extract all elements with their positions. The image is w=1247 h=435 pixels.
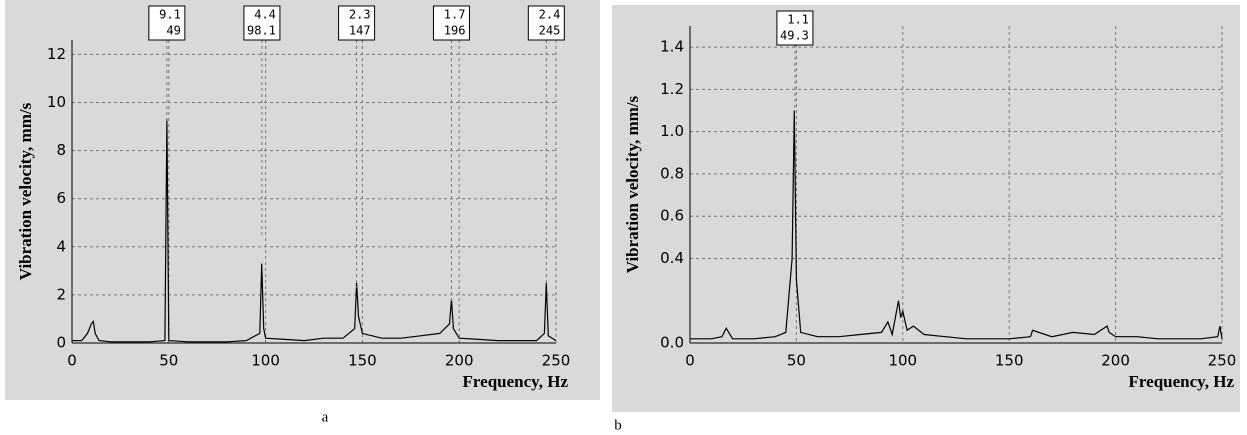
annotation-box bbox=[527, 5, 565, 41]
x-tick-label: 50 bbox=[787, 352, 806, 370]
y-tick-label: 6 bbox=[56, 189, 66, 207]
annotation-amplitude: 1.7 bbox=[444, 8, 466, 22]
annotation-amplitude: 9.1 bbox=[159, 8, 181, 22]
y-tick-label: 0.4 bbox=[660, 249, 684, 267]
y-tick-label: 10 bbox=[47, 93, 66, 111]
spectrum-line bbox=[690, 110, 1223, 340]
y-tick-label: 0.6 bbox=[660, 207, 684, 225]
annotation-frequency: 49 bbox=[166, 24, 180, 38]
x-tick-label: 150 bbox=[995, 352, 1024, 370]
annotation-amplitude: 4.4 bbox=[254, 8, 276, 22]
caption: a bbox=[322, 409, 329, 425]
x-tick-label: 250 bbox=[542, 352, 571, 370]
y-tick-label: 0.0 bbox=[660, 334, 684, 352]
y-tick-label: 1.2 bbox=[660, 80, 684, 98]
x-tick-label: 200 bbox=[1101, 352, 1130, 370]
annotation-amplitude: 2.4 bbox=[539, 8, 561, 22]
annotation-box bbox=[148, 5, 186, 41]
y-tick-label: 1.4 bbox=[660, 38, 684, 56]
annotation-amplitude: 1.1 bbox=[787, 13, 809, 27]
y-axis-label: Vibration velocity, mm/s bbox=[16, 102, 35, 280]
spectrum-line bbox=[72, 119, 557, 343]
x-tick-label: 100 bbox=[888, 352, 917, 370]
x-tick-label: 0 bbox=[685, 352, 695, 370]
x-tick-label: 200 bbox=[445, 352, 474, 370]
x-tick-label: 0 bbox=[67, 352, 77, 370]
y-axis-label: Vibration velocity, mm/s bbox=[623, 95, 642, 273]
annotation-box bbox=[338, 5, 376, 41]
chart-panel: 0.0 0.4 0.6 0.8 1.0 1.2 1.4 0 50 100 150 200 250 1.1 4… bbox=[612, 5, 1240, 433]
y-tick-label: 0 bbox=[56, 334, 66, 352]
annotation-frequency: 196 bbox=[444, 24, 466, 38]
annotation-frequency: 147 bbox=[349, 24, 371, 38]
panel-background bbox=[612, 5, 1240, 412]
caption: b bbox=[614, 417, 622, 433]
annotation-box bbox=[432, 5, 470, 41]
panel-background bbox=[5, 0, 600, 400]
annotation-frequency: 98.1 bbox=[247, 24, 276, 38]
y-tick-label: 1.0 bbox=[660, 122, 684, 140]
y-tick-label: 8 bbox=[56, 141, 66, 159]
annotation-frequency: 245 bbox=[539, 24, 561, 38]
y-tick-label: 4 bbox=[56, 237, 66, 255]
x-tick-label: 50 bbox=[159, 352, 178, 370]
chart-panel: 0 2 4 6 8 10 12 0 50 100 150 200 250 9.1 49 4.4 98.1 2.3 1… bbox=[5, 0, 600, 425]
x-tick-label: 150 bbox=[348, 352, 377, 370]
annotation-box bbox=[776, 10, 814, 46]
y-tick-label: 2 bbox=[56, 285, 66, 303]
x-tick-label: 100 bbox=[251, 352, 280, 370]
annotation-amplitude: 2.3 bbox=[349, 8, 371, 22]
annotation-box bbox=[243, 5, 281, 41]
x-tick-label: 250 bbox=[1208, 352, 1237, 370]
y-tick-label: 12 bbox=[47, 45, 66, 63]
x-axis-label: Frequency, Hz bbox=[463, 372, 569, 391]
annotation-frequency: 49.3 bbox=[780, 29, 809, 43]
y-tick-label: 0.8 bbox=[660, 164, 684, 182]
x-axis-label: Frequency, Hz bbox=[1129, 372, 1235, 391]
